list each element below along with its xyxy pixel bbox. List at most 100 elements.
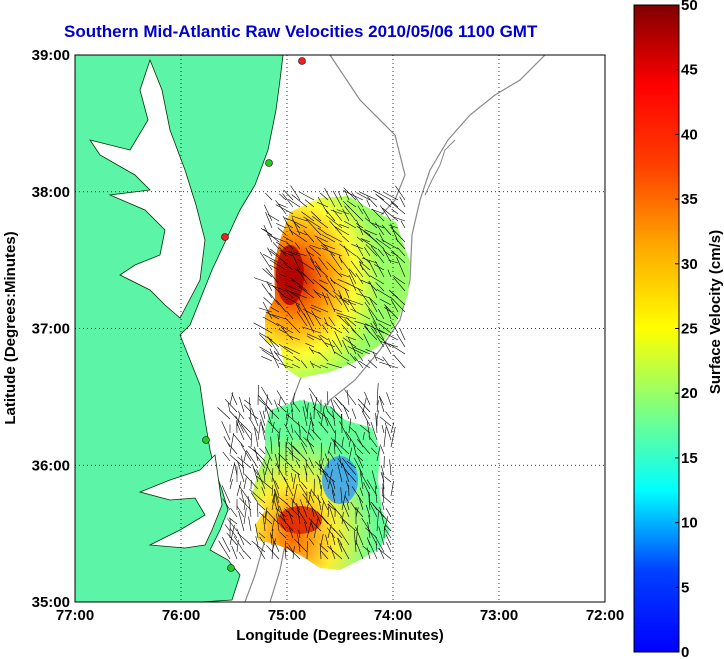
velocity-arrow [318,335,329,348]
velocity-arrow [265,311,280,320]
velocity-arrow [297,533,301,553]
velocity-arrow [347,337,357,355]
velocity-arrow [279,193,287,201]
velocity-arrow [385,534,392,546]
velocity-arrow [376,289,392,299]
velocity-arrow [238,510,245,532]
velocity-arrow [346,200,357,208]
velocity-arrow [224,524,231,532]
colorbar-tick-label: 0 [681,644,689,659]
velocity-arrow [322,324,329,334]
velocity-arrow [305,309,315,327]
velocity-arrow [227,402,231,413]
velocity-arrow [306,219,322,236]
velocity-arrow [374,222,385,236]
velocity-arrow [270,250,287,264]
velocity-arrow [333,439,350,455]
x-tick-label: 73:00 [480,607,518,624]
velocity-arrow [239,396,245,413]
velocity-arrow [305,468,308,483]
velocity-arrow [332,479,336,490]
velocity-arrow [368,308,378,327]
velocity-arrow [292,445,308,462]
velocity-arrow [390,298,399,313]
velocity-arrow [343,190,364,201]
velocity-arrow [364,391,371,406]
velocity-arrow [317,227,329,236]
velocity-vectors [217,185,406,560]
colorbar-tick-label: 5 [681,579,689,596]
velocity-arrow [284,501,301,518]
velocity-arrow [259,447,266,455]
velocity-arrow [237,411,245,420]
velocity-arrow [336,312,357,320]
velocity-arrow [370,421,378,441]
velocity-arrow [360,473,371,490]
velocity-arrow [283,189,294,201]
velocity-arrow [348,485,350,497]
velocity-arrow [285,541,287,553]
station-marker [298,57,306,65]
velocity-arrow [367,539,378,560]
velocity-arrow [299,483,308,497]
velocity-arrow [276,300,287,313]
velocity-arrow [337,537,343,546]
velocity-arrow [253,322,273,334]
velocity-arrow [274,480,280,490]
velocity-arrow [276,390,287,406]
velocity-arrow [237,419,252,434]
velocity-arrow [271,484,274,497]
velocity-arrow [320,545,329,553]
velocity-arrow [342,337,357,348]
x-tick-label: 77:00 [56,607,94,624]
velocity-arrow [298,191,315,201]
velocity-arrow [277,227,287,236]
velocity-arrow [251,407,259,427]
velocity-arrow [324,402,329,413]
velocity-arrow [368,500,378,518]
velocity-arrow [350,308,371,320]
velocity-arrow [284,508,294,518]
velocity-arrow [397,247,406,257]
velocity-arrow [311,506,315,518]
velocity-arrow [371,470,378,490]
velocity-arrow [363,333,371,348]
velocity-arrow [291,194,308,208]
velocity-arrow [271,518,275,532]
velocity-arrow [290,472,294,483]
velocity-arrow [314,291,329,299]
velocity-arrow [233,536,245,553]
velocity-arrow [360,238,378,250]
velocity-arrow [366,479,378,497]
velocity-arrow [304,521,308,532]
velocity-arrow [271,540,274,560]
velocity-arrow [390,200,399,208]
velocity-arrow [308,245,322,257]
velocity-arrow [259,334,273,348]
velocity-arrow [356,447,364,455]
velocity-arrow [367,526,378,546]
velocity-arrow [377,334,392,348]
velocity-arrow [375,260,385,278]
velocity-arrow [361,410,371,427]
velocity-arrow [284,284,301,292]
velocity-arrow [376,400,379,413]
velocity-arrow [393,275,406,285]
velocity-arrow [292,483,298,504]
velocity-arrow [221,421,231,441]
velocity-arrow [310,304,329,313]
velocity-arrow [298,421,301,434]
velocity-arrow [384,524,392,532]
velocity-arrow [317,196,329,215]
y-tick-label: 38:00 [32,184,70,201]
velocity-arrow [310,393,315,406]
velocity-arrow [318,257,329,271]
velocity-arrow [366,547,371,560]
velocity-arrow [368,491,371,504]
velocity-arrow [295,303,301,313]
velocity-arrow [262,514,266,532]
velocity-arrow [325,275,336,292]
velocity-arrow [384,422,392,441]
velocity-arrow [243,404,252,413]
velocity-arrow [262,316,280,327]
